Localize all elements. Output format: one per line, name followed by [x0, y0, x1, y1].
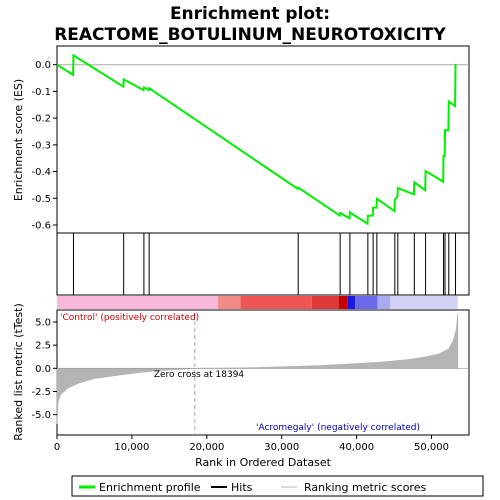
metric-tick-label: 5.0 — [35, 318, 51, 329]
es-tick-label: -0.4 — [31, 167, 51, 178]
colorbar-segment — [240, 296, 312, 309]
colorbar-segment — [390, 296, 458, 309]
enrichment-profile-line — [56, 53, 457, 226]
chart-title-line1: Enrichment plot: — [170, 4, 330, 24]
x-tick-label: 10,000 — [114, 442, 149, 453]
colorbar-segment — [347, 296, 356, 309]
colorbar-segment — [57, 296, 219, 309]
positive-correlation-label: 'Control' (positively correlated) — [60, 313, 199, 323]
colorbar-segment — [377, 296, 391, 309]
es-tick-label: -0.5 — [31, 194, 51, 205]
metric-tick-label: -2.5 — [31, 387, 51, 398]
legend-enrichment-label: Enrichment profile — [99, 481, 201, 494]
es-tick-label: -0.1 — [31, 87, 51, 98]
colorbar-segment — [338, 296, 348, 309]
legend-ranking-label: Ranking metric scores — [304, 481, 426, 494]
metric-tick-label: 2.5 — [35, 341, 51, 352]
es-tick-label: -0.6 — [31, 220, 51, 231]
es-tick-label: 0.0 — [35, 60, 51, 71]
es-axis-label: Enrichment score (ES) — [12, 79, 25, 201]
x-tick-label: 50,000 — [414, 442, 449, 453]
metric-axis-label: Ranked list metric (tTest) — [12, 303, 25, 440]
chart-title-line2: REACTOME_BOTULINUM_NEUROTOXICITY — [54, 25, 446, 45]
x-tick-label: 20,000 — [189, 442, 224, 453]
metric-tick-label: 0.0 — [35, 364, 51, 375]
x-tick-label: 0 — [54, 442, 60, 453]
legend-box — [71, 475, 484, 497]
x-axis-label: Rank in Ordered Dataset — [195, 456, 332, 469]
ranking-metric-area — [56, 313, 459, 424]
es-tick-label: -0.3 — [31, 140, 51, 151]
colorbar-segment — [355, 296, 378, 309]
legend-hits-label: Hits — [231, 481, 253, 494]
metric-tick-label: -5.0 — [31, 410, 51, 421]
zero-cross-label: Zero cross at 18394 — [154, 370, 245, 380]
x-tick-label: 30,000 — [264, 442, 299, 453]
colorbar-segment — [311, 296, 339, 309]
colorbar-segment — [218, 296, 241, 309]
es-tick-label: -0.2 — [31, 114, 51, 125]
x-tick-label: 40,000 — [339, 442, 374, 453]
negative-correlation-label: 'Acromegaly' (negatively correlated) — [256, 423, 420, 433]
